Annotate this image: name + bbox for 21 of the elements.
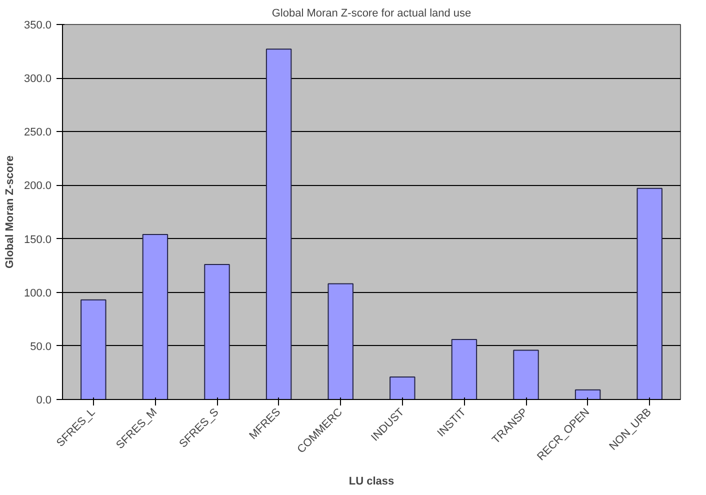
bar xyxy=(636,188,662,400)
y-tick-label: 150.0 xyxy=(24,234,52,246)
bar xyxy=(451,339,478,400)
y-tick-label: 350.0 xyxy=(24,20,52,32)
y-tick-label: 0.0 xyxy=(36,394,52,406)
y-tick-label: 50.0 xyxy=(30,340,52,353)
chart-title: Global Moran Z-score for actual land use xyxy=(272,8,472,20)
bar xyxy=(328,283,354,400)
bar xyxy=(574,389,601,400)
bar xyxy=(80,299,106,400)
bar xyxy=(142,234,168,400)
y-tick-label: 100.0 xyxy=(24,287,52,300)
bar xyxy=(390,376,416,400)
y-tick-label: 250.0 xyxy=(24,126,52,139)
x-axis-title: LU class xyxy=(348,475,394,488)
bar xyxy=(513,350,539,400)
y-tick-label: 300.0 xyxy=(24,73,52,86)
y-tick-label: 200.0 xyxy=(24,180,52,192)
bar xyxy=(204,264,230,400)
y-axis-title: Global Moran Z-score xyxy=(4,155,16,269)
bar xyxy=(266,48,292,400)
